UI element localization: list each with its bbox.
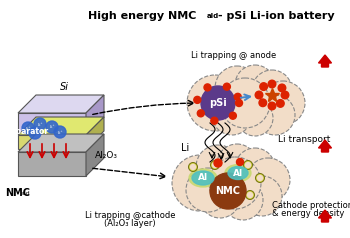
Circle shape (229, 112, 236, 119)
Circle shape (209, 157, 261, 209)
Circle shape (22, 122, 34, 134)
Circle shape (54, 126, 66, 138)
Circle shape (247, 193, 252, 198)
Circle shape (237, 159, 244, 165)
Text: (Al₂O₃ layer): (Al₂O₃ layer) (104, 219, 156, 228)
Text: Li: Li (181, 143, 189, 153)
Circle shape (46, 121, 58, 133)
Circle shape (214, 159, 222, 167)
Circle shape (255, 91, 263, 99)
Polygon shape (86, 134, 104, 176)
Polygon shape (86, 95, 104, 135)
Text: ald: ald (21, 191, 31, 196)
Circle shape (223, 180, 263, 220)
Text: Li transport: Li transport (278, 135, 330, 144)
Ellipse shape (192, 171, 214, 185)
Circle shape (212, 95, 252, 135)
Circle shape (29, 127, 41, 139)
Circle shape (246, 158, 290, 202)
Circle shape (189, 163, 197, 172)
Circle shape (242, 176, 282, 216)
Text: Li trapping @cathode: Li trapping @cathode (85, 210, 175, 219)
Text: Li trapping @ anode: Li trapping @ anode (191, 51, 276, 60)
Ellipse shape (189, 169, 217, 187)
Ellipse shape (225, 164, 251, 182)
Circle shape (244, 160, 252, 169)
Circle shape (204, 84, 211, 91)
Circle shape (252, 70, 292, 110)
Text: ald: ald (207, 14, 219, 20)
Circle shape (187, 75, 243, 131)
Circle shape (255, 95, 295, 135)
Polygon shape (18, 152, 86, 176)
Circle shape (210, 173, 246, 209)
Circle shape (211, 117, 218, 124)
Text: Cathode protection: Cathode protection (272, 200, 350, 209)
Circle shape (261, 81, 305, 125)
Text: High energy NMC: High energy NMC (88, 11, 196, 21)
Circle shape (190, 164, 196, 169)
Text: NMC: NMC (216, 186, 240, 196)
Circle shape (237, 100, 273, 136)
Circle shape (281, 91, 289, 99)
Text: Si: Si (60, 82, 69, 92)
Ellipse shape (228, 167, 248, 179)
Circle shape (196, 145, 240, 189)
Circle shape (260, 83, 267, 90)
Circle shape (256, 174, 265, 183)
FancyArrow shape (318, 55, 331, 67)
Circle shape (259, 99, 267, 107)
Text: Al: Al (233, 169, 243, 178)
Circle shape (186, 168, 230, 212)
Circle shape (215, 66, 259, 110)
Circle shape (194, 96, 201, 103)
Polygon shape (18, 113, 86, 135)
Text: Al₂O₃: Al₂O₃ (95, 150, 118, 159)
Circle shape (201, 86, 235, 120)
FancyArrow shape (318, 210, 331, 222)
Circle shape (220, 78, 270, 128)
Circle shape (245, 190, 254, 199)
Text: Separator: Separator (5, 127, 48, 135)
Text: Li⁺: Li⁺ (25, 127, 31, 130)
Text: & energy density: & energy density (272, 208, 344, 218)
Circle shape (258, 175, 262, 180)
Circle shape (235, 148, 275, 188)
Circle shape (172, 155, 228, 211)
FancyArrow shape (318, 140, 331, 152)
Circle shape (235, 65, 275, 105)
Polygon shape (18, 95, 104, 113)
Circle shape (278, 84, 286, 92)
Text: Li⁺: Li⁺ (57, 130, 63, 134)
Text: Al: Al (198, 174, 208, 183)
Text: Li⁺: Li⁺ (49, 125, 55, 129)
Circle shape (212, 163, 217, 168)
Circle shape (268, 102, 276, 110)
Circle shape (210, 160, 219, 169)
Circle shape (200, 178, 240, 218)
Polygon shape (86, 117, 104, 149)
Circle shape (268, 80, 276, 88)
Circle shape (276, 100, 284, 107)
Polygon shape (18, 135, 86, 149)
Circle shape (34, 118, 46, 130)
Text: pSi: pSi (209, 98, 227, 108)
Circle shape (223, 83, 230, 90)
Circle shape (217, 144, 257, 184)
Polygon shape (18, 117, 104, 135)
Circle shape (236, 99, 243, 106)
Circle shape (245, 163, 251, 168)
Text: NMC: NMC (5, 188, 30, 198)
Text: Li⁺: Li⁺ (37, 123, 43, 127)
Polygon shape (18, 134, 104, 152)
Text: - pSi Li-ion battery: - pSi Li-ion battery (218, 11, 335, 21)
Circle shape (197, 110, 204, 117)
Circle shape (234, 93, 241, 100)
Text: Li⁺: Li⁺ (32, 132, 38, 135)
